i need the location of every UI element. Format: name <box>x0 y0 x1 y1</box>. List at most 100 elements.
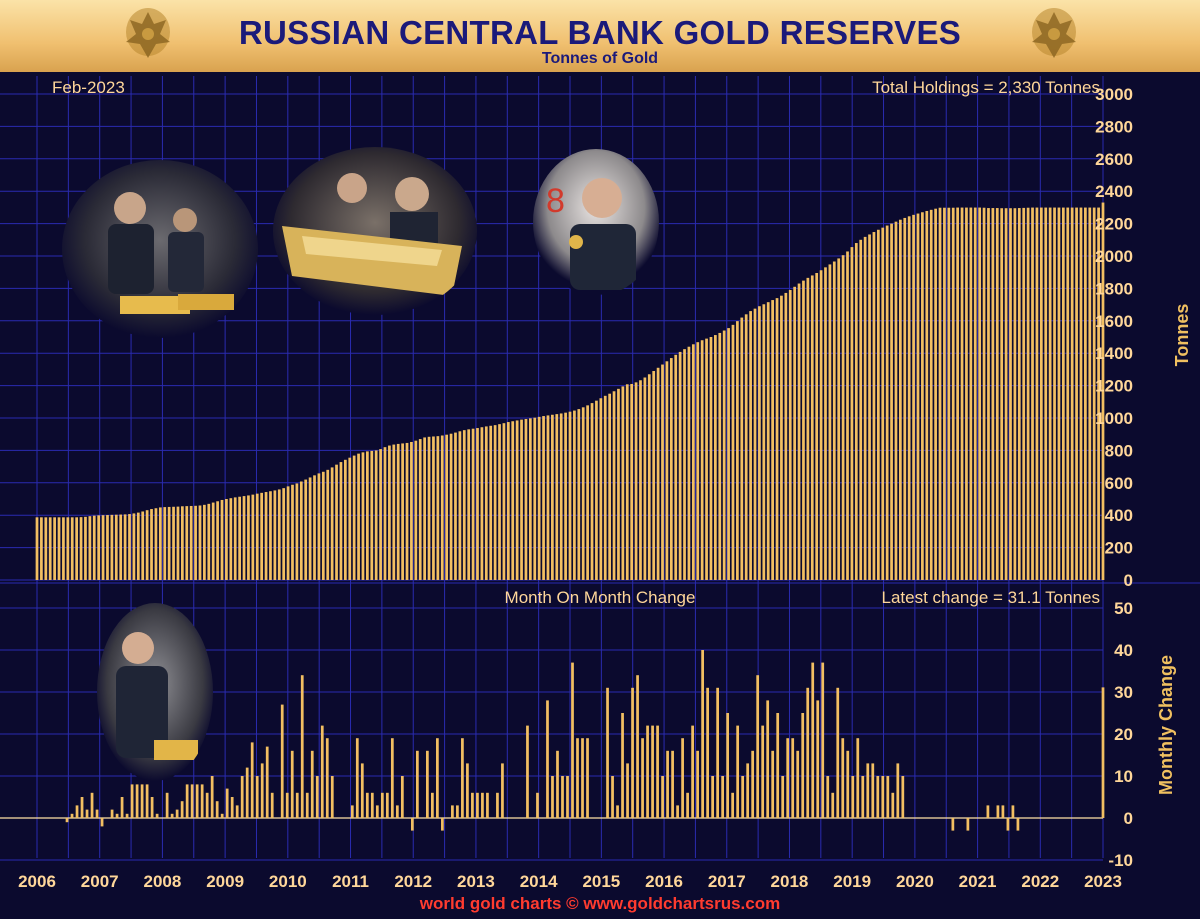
holdings-bar <box>1031 207 1034 580</box>
change-bar <box>746 763 750 818</box>
holdings-bar <box>233 497 237 580</box>
holdings-bar <box>793 286 797 580</box>
holdings-bar <box>925 210 929 581</box>
header-banner: RUSSIAN CENTRAL BANK GOLD RESERVES Tonne… <box>0 0 1200 72</box>
change-bar <box>786 738 790 818</box>
holdings-bar <box>683 349 686 580</box>
holdings-bar <box>564 412 567 580</box>
holdings-bar <box>189 505 193 580</box>
holdings-bar <box>242 496 246 580</box>
holdings-bar <box>462 430 466 580</box>
change-bar <box>546 700 549 818</box>
change-bar <box>806 687 810 818</box>
change-bar <box>811 662 815 818</box>
change-bar <box>185 784 189 818</box>
holdings-bar <box>374 450 378 580</box>
x-tick-label: 2018 <box>771 872 809 891</box>
holdings-bar <box>176 506 180 580</box>
change-bar <box>586 738 589 818</box>
change-bar <box>891 792 895 818</box>
holdings-bar <box>837 258 841 580</box>
holdings-bar <box>1092 207 1096 580</box>
change-bar <box>195 784 199 818</box>
bank-emblem-icon <box>1032 8 1076 58</box>
change-bar <box>95 809 99 818</box>
holdings-bar <box>854 243 858 581</box>
holdings-bar <box>907 216 911 580</box>
y-tick-label: 1400 <box>1095 344 1133 363</box>
y-tick-label: 2200 <box>1095 215 1133 234</box>
y-tick-label: 1800 <box>1095 279 1133 298</box>
change-bar <box>1016 818 1020 831</box>
change-bar <box>876 776 880 818</box>
change-bar <box>245 767 249 818</box>
change-bar <box>426 750 429 818</box>
holdings-bar <box>335 464 338 580</box>
holdings-bar <box>313 475 316 580</box>
holdings-bar <box>537 416 541 580</box>
holdings-bar <box>634 382 638 580</box>
holdings-bar <box>330 467 334 580</box>
y-tick-label: 30 <box>1114 683 1133 702</box>
holdings-bar <box>868 234 871 581</box>
holdings-bar <box>247 495 250 580</box>
change-bar <box>210 776 214 818</box>
holdings-bar <box>956 207 960 580</box>
holdings-bar <box>568 411 572 580</box>
change-bar <box>395 805 399 818</box>
holdings-bar <box>894 221 898 580</box>
change-bar <box>190 784 194 818</box>
holdings-bar <box>872 232 876 581</box>
y-tick-label: 1200 <box>1095 377 1133 396</box>
holdings-bar <box>678 351 682 580</box>
holdings-bar <box>436 436 440 580</box>
holdings-bar <box>731 324 735 580</box>
y-tick-label: 2400 <box>1095 182 1133 201</box>
change-bar <box>846 750 850 818</box>
change-bar <box>125 813 129 818</box>
y-tick-label: -10 <box>1108 851 1133 870</box>
holdings-bar <box>753 308 757 580</box>
change-bar <box>70 813 74 818</box>
holdings-bar <box>819 270 823 580</box>
holdings-bar <box>1026 207 1030 580</box>
holdings-bar <box>251 494 255 580</box>
holdings-bar <box>180 506 184 580</box>
chart-title: RUSSIAN CENTRAL BANK GOLD RESERVES <box>238 14 962 51</box>
holdings-bar <box>899 219 902 580</box>
change-bar <box>255 776 259 818</box>
change-bar <box>646 725 649 818</box>
holdings-bar <box>788 290 792 580</box>
change-bar <box>896 763 900 818</box>
holdings-bar <box>216 501 219 580</box>
holdings-bar <box>299 481 303 580</box>
holdings-bar <box>79 517 83 580</box>
holdings-bar <box>264 492 268 580</box>
y-tick-label: 10 <box>1114 767 1133 786</box>
holdings-bar <box>515 420 519 580</box>
holdings-bar <box>876 229 880 581</box>
change-bar <box>355 738 359 818</box>
change-bar <box>901 776 905 818</box>
holdings-bar <box>154 508 158 580</box>
change-bar <box>681 738 684 818</box>
holdings-bar <box>784 292 788 580</box>
change-bar <box>726 713 730 818</box>
change-bar <box>861 776 865 818</box>
change-bar <box>140 784 144 818</box>
holdings-bar <box>255 493 259 580</box>
holdings-bar <box>674 354 678 580</box>
footer-credit: world gold charts © www.goldchartsrus.co… <box>419 894 781 913</box>
holdings-bar <box>326 469 330 580</box>
change-bar <box>431 792 434 818</box>
date-label: Feb-2023 <box>52 78 125 97</box>
holdings-bar <box>771 300 774 580</box>
change-bar <box>651 725 654 818</box>
holdings-bar <box>172 506 175 580</box>
y-tick-label: 400 <box>1105 506 1133 525</box>
change-bar <box>390 738 394 818</box>
holdings-bar <box>647 374 651 580</box>
holdings-bar <box>198 505 202 580</box>
change-bar <box>561 776 564 818</box>
